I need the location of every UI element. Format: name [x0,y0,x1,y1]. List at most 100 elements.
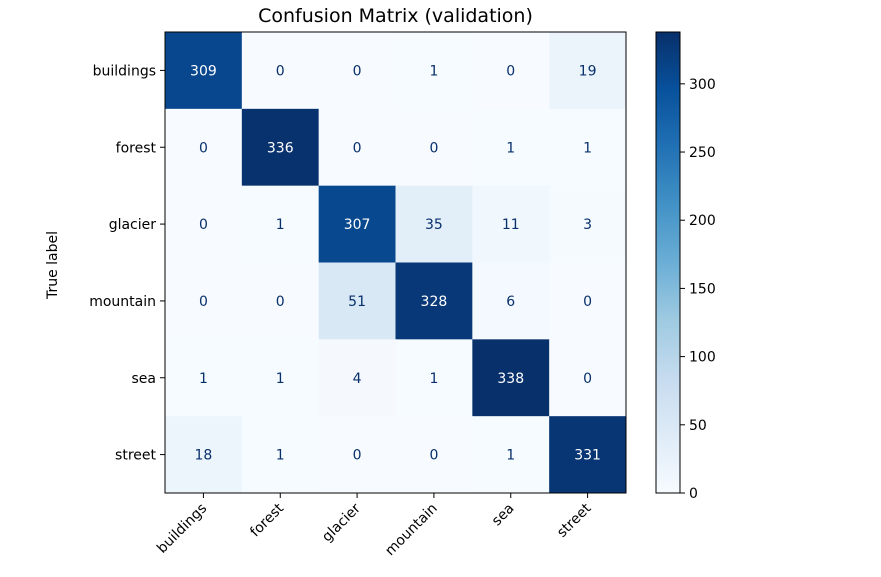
heatmap-cell [165,416,243,494]
y-tick-label: buildings [93,63,156,79]
heatmap-cell [395,416,473,494]
cell-value-label: 1 [276,217,285,233]
y-tick-label: mountain [89,294,156,310]
cell-value-label: 1 [506,140,515,156]
heatmap-cell [165,32,243,110]
x-tick-label: glacier [319,500,364,545]
heatmap-cell [549,108,627,187]
colorbar-tick-label: 150 [689,281,716,297]
colorbar-tick-label: 250 [689,145,716,161]
heatmap-cell [318,262,396,340]
cell-value-label: 0 [353,448,362,464]
cell-value-label: 0 [429,448,438,464]
cell-value-label: 11 [502,217,520,233]
cell-value-label: 3 [583,217,592,233]
cell-value-label: 307 [344,217,371,233]
heatmap-cell [472,32,550,110]
cell-value-label: 328 [421,294,448,310]
heatmap-cell [241,185,320,263]
heatmap-cell [472,416,550,494]
heatmap-cell [241,339,320,417]
heatmap-cell [472,108,550,187]
cell-value-label: 1 [276,371,285,387]
heatmap-cell [472,339,550,417]
x-tick-label: forest [247,500,287,540]
cell-value-label: 1 [276,448,285,464]
heatmap-cell-labels: 309 0 0 1 0 190 336 0 0 1 10 1 307 35 11 30 0 51 328 6 01 1 4 1… [190,63,601,463]
cell-value-label: 6 [506,294,515,310]
cell-value-label: 1 [583,140,592,156]
cell-value-label: 51 [348,294,366,310]
heatmap-cell [549,32,627,110]
cell-value-label: 336 [267,140,294,156]
heatmap-cells [165,32,627,494]
colorbar-tick-label: 200 [689,213,716,229]
y-tick-label: street [115,448,156,464]
heatmap-cell [165,185,243,263]
cell-value-label: 0 [276,294,285,310]
heatmap-cell [241,32,320,110]
heatmap-cell [165,108,243,187]
x-tick-label: street [554,500,595,541]
colorbar-tick-label: 50 [689,418,707,434]
heatmap-cell [549,185,627,263]
cell-value-label: 331 [574,448,601,464]
cell-value-label: 19 [579,63,597,79]
x-tick-label: buildings [154,501,210,557]
x-tick-label: sea [489,501,518,530]
heatmap-cell [472,185,550,263]
cell-value-label: 0 [199,140,208,156]
cell-value-label: 18 [195,448,213,464]
colorbar-tick-label: 0 [689,486,698,502]
colorbar-tick-label: 300 [689,77,716,93]
heatmap-cell [395,339,473,417]
heatmap-cell [318,108,396,187]
y-tick-label: glacier [109,217,157,233]
heatmap-cell [318,185,396,263]
heatmap-cell [165,262,243,340]
heatmap-cell [395,262,473,340]
heatmap-cell [318,339,396,417]
chart-title: Confusion Matrix (validation) [258,5,533,27]
heatmap-cell [241,108,320,187]
cell-value-label: 0 [429,140,438,156]
cell-value-label: 0 [353,63,362,79]
x-tick-label: mountain [382,501,441,560]
heatmap-cell [241,416,320,494]
cell-value-label: 4 [353,371,362,387]
cell-value-label: 309 [190,63,217,79]
cell-value-label: 1 [506,448,515,464]
heatmap-cell [395,108,473,187]
cell-value-label: 0 [583,371,592,387]
cell-value-label: 0 [276,63,285,79]
heatmap-cell [549,262,627,340]
cell-value-label: 0 [199,217,208,233]
y-tick-labels: buildings forest glacier mountain sea street [89,63,165,464]
heatmap-cell [318,32,396,110]
heatmap-cell [395,185,473,263]
cell-value-label: 1 [429,63,438,79]
colorbar-gradient [655,31,681,494]
cell-value-label: 0 [506,63,515,79]
heatmap-cell [395,32,473,110]
cell-value-label: 35 [425,217,443,233]
matrix-frame [164,31,627,494]
cell-value-label: 338 [497,371,524,387]
y-tick-label: forest [116,140,157,156]
cell-value-label: 0 [353,140,362,156]
heatmap-cell [165,339,243,417]
x-tick-labels: buildings forest glacier mountain sea street [154,493,595,559]
colorbar-tick-label: 100 [689,350,716,366]
heatmap-cell [549,339,627,417]
cell-value-label: 1 [429,371,438,387]
heatmap-cell [241,262,320,340]
heatmap-cell [318,416,396,494]
cell-value-label: 0 [199,294,208,310]
y-tick-label: sea [132,371,157,387]
y-axis-label: True label [45,231,61,300]
colorbar: 0 50 100 150 200 250 300 [655,31,716,502]
cell-value-label: 1 [199,371,208,387]
heatmap-cell [549,416,627,494]
cell-value-label: 0 [583,294,592,310]
